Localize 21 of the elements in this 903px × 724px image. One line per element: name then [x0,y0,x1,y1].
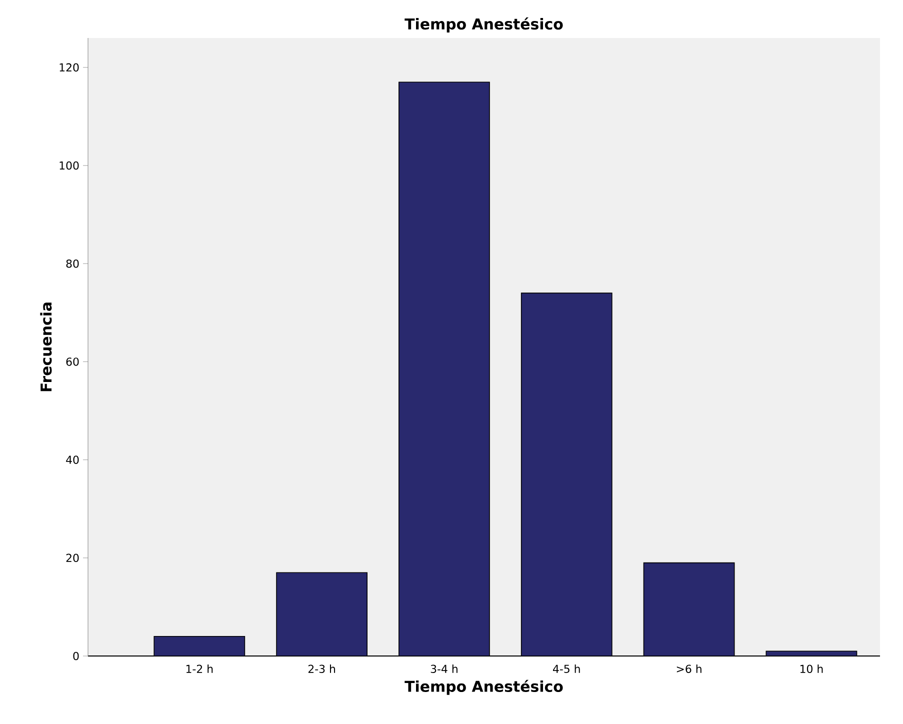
y-tick-label: 40 [66,456,79,464]
bar [398,82,490,656]
x-tick-label: 10 h [800,664,823,673]
x-tick-label: 2-3 h [308,664,336,673]
chart-title: Tiempo Anestésico [404,17,563,32]
y-tick-label: 20 [66,554,79,562]
bar [520,292,612,656]
x-axis-title: Tiempo Anestésico [404,680,563,695]
bar [154,636,246,656]
x-tick-label: 4-5 h [553,664,580,673]
y-tick-label: 80 [66,259,79,268]
y-axis-title: Frecuencia [40,302,52,392]
y-tick-label: 100 [60,161,79,170]
y-tick-label: 0 [73,652,79,660]
y-tick-label: 60 [66,358,79,366]
bar [276,572,368,656]
x-tick-label: >6 h [676,664,702,673]
x-tick-label: 1-2 h [186,664,213,673]
x-tick-label: 3-4 h [430,664,458,673]
bar [643,562,735,656]
y-tick-label: 120 [60,63,79,72]
